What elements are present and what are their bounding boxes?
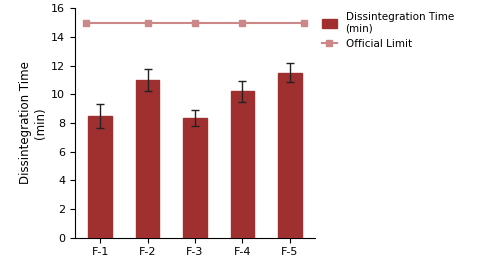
Bar xyxy=(278,73,301,238)
Y-axis label: Dissintegration Time
(min): Dissintegration Time (min) xyxy=(19,61,47,184)
Bar xyxy=(230,91,254,238)
Bar xyxy=(136,80,160,238)
Bar xyxy=(88,116,112,238)
Legend: Dissintegration Time
(min), Official Limit: Dissintegration Time (min), Official Lim… xyxy=(318,8,458,54)
Bar xyxy=(183,118,207,238)
